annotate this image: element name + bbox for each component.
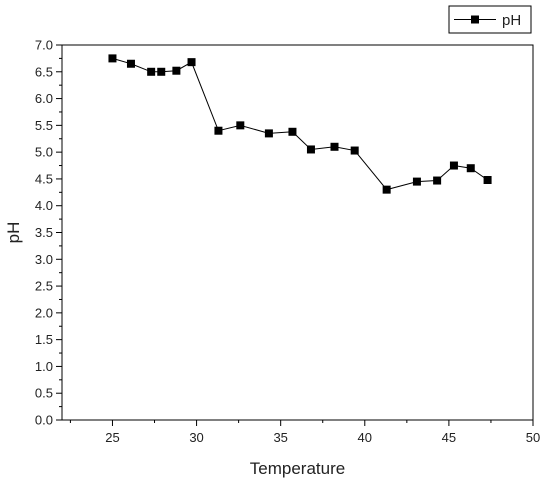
y-tick-label: 0.0 — [35, 413, 53, 428]
y-tick-label: 1.0 — [35, 359, 53, 374]
x-tick-label: 50 — [526, 430, 540, 445]
data-point — [382, 185, 391, 194]
data-point — [288, 127, 297, 136]
series-line — [112, 57, 488, 191]
legend: pH — [448, 5, 532, 34]
data-point — [350, 146, 359, 155]
x-axis: 25 30 35 40 45 50 — [69, 420, 540, 445]
y-tick-label: 6.0 — [35, 91, 53, 106]
data-point — [306, 145, 315, 154]
y-tick-label: 3.5 — [35, 225, 53, 240]
y-tick-label: 5.0 — [35, 145, 53, 160]
series-layer — [108, 54, 492, 194]
y-tick-label: 0.5 — [35, 386, 53, 401]
data-point — [433, 176, 442, 185]
data-point — [466, 164, 475, 173]
x-tick-label: 45 — [442, 430, 456, 445]
data-point — [214, 126, 223, 135]
data-point — [412, 177, 421, 186]
data-point — [236, 121, 245, 130]
legend-box — [448, 5, 532, 34]
y-tick-label: 5.5 — [35, 118, 53, 133]
x-tick-label: 35 — [273, 430, 287, 445]
data-point — [264, 129, 273, 138]
data-point — [147, 67, 156, 76]
y-tick-label: 6.5 — [35, 64, 53, 79]
data-point — [330, 142, 339, 151]
data-point — [157, 67, 166, 76]
data-point — [172, 66, 181, 75]
plot-border — [61, 44, 534, 421]
y-tick-label: 2.0 — [35, 305, 53, 320]
data-point — [483, 176, 492, 184]
y-tick-label: 1.5 — [35, 332, 53, 347]
data-point — [126, 59, 135, 68]
y-tick-label: 2.5 — [35, 279, 53, 294]
x-tick-label: 30 — [189, 430, 203, 445]
y-axis: 0.0 0.5 1.0 1.5 2.0 2.5 3.0 3.5 4.0 4.5 5.0 5.5 6.0 6… — [35, 38, 62, 428]
y-tick-label: 7.0 — [35, 38, 53, 53]
data-point — [187, 58, 196, 67]
y-axis-title: pH — [4, 222, 23, 244]
plot-area — [61, 44, 534, 421]
x-axis-title: Temperature — [250, 459, 345, 478]
x-tick-label: 25 — [105, 430, 119, 445]
y-tick-label: 4.0 — [35, 198, 53, 213]
data-point — [449, 161, 458, 170]
legend-label: pH — [502, 12, 521, 29]
x-tick-label: 40 — [358, 430, 372, 445]
y-tick-label: 3.0 — [35, 252, 53, 267]
legend-marker — [471, 15, 479, 24]
data-point — [108, 54, 117, 63]
y-tick-label: 4.5 — [35, 171, 53, 186]
